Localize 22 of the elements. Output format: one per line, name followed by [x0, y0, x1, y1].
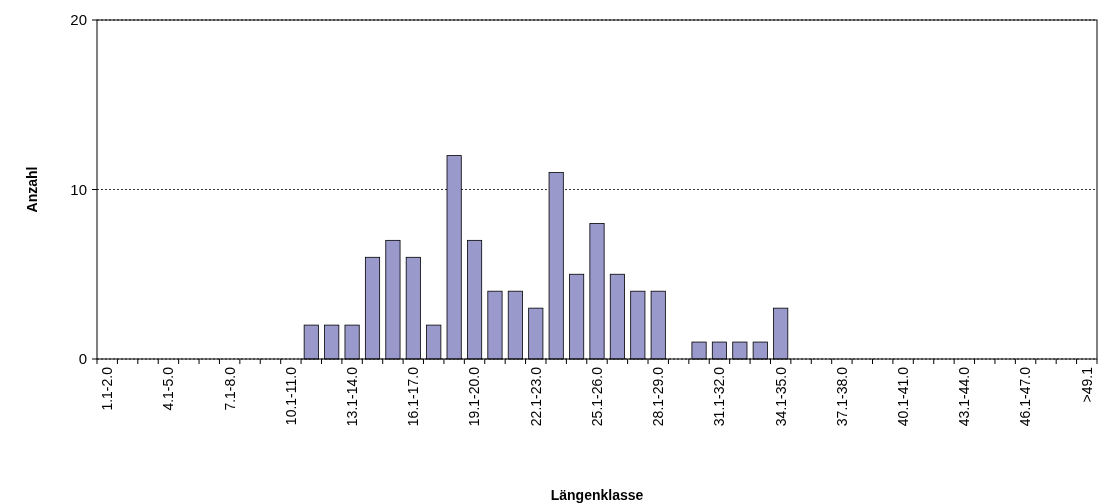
x-tick-label: 28.1-29.0	[650, 366, 667, 427]
x-tick-label: 13.1-14.0	[344, 366, 360, 427]
x-axis-title: Längenklasse	[550, 487, 644, 503]
x-tick-label: 19.1-20.0	[466, 366, 483, 427]
x-tick-label: 43.1-44.0	[956, 366, 973, 427]
x-tick-label: 4.1-5.0	[160, 366, 177, 411]
x-tick-label: 40.1-41.0	[895, 366, 912, 427]
y-tick-label: 0	[78, 350, 87, 368]
y-tick-label: 20	[70, 11, 87, 29]
y-tick-label: 10	[70, 180, 87, 198]
x-tick-label: 34.1-35.0	[772, 366, 789, 427]
x-tick-label: 7.1-8.0	[221, 366, 238, 411]
x-tick-label: 31.1-32.0	[711, 366, 728, 427]
x-tick-label: 1.1-2.0	[99, 366, 116, 411]
x-tick-label: 25.1-26.0	[588, 366, 605, 427]
x-tick-label: 10.1-11.0	[282, 366, 299, 426]
y-axis-title: Anzahl	[24, 166, 40, 213]
x-tick-label: 46.1-47.0	[1017, 366, 1034, 427]
x-tick-label: >49.1	[1078, 366, 1095, 403]
x-tick-label: 16.1-17.0	[405, 366, 422, 427]
x-tick-label: 37.1-38.0	[833, 366, 850, 427]
x-tick-label: 22.1-23.0	[527, 366, 544, 427]
